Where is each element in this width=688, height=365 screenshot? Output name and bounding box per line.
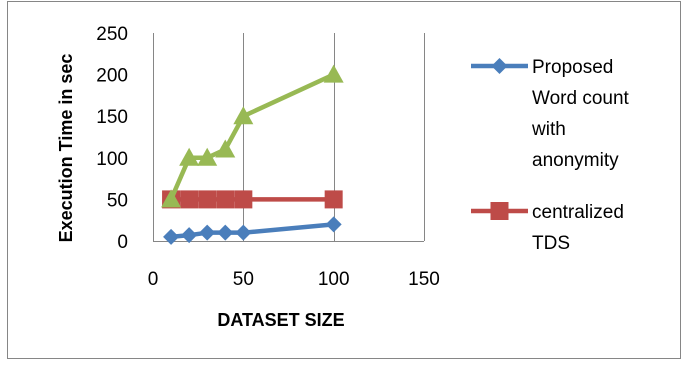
y-tick-labels: 0 50 100 150 200 250	[96, 24, 128, 253]
y-axis-title: Execution Time in sec	[56, 54, 76, 243]
y-tick-label: 0	[117, 232, 128, 253]
legend-diamond-marker	[491, 58, 508, 74]
triangle-marker	[233, 106, 254, 125]
triangle-marker	[197, 147, 218, 166]
diamond-marker	[199, 224, 216, 241]
x-tick-label: 0	[148, 269, 159, 290]
diamond-marker	[217, 224, 234, 241]
series-group	[161, 64, 344, 245]
diamond-marker	[325, 216, 342, 233]
legend-label-line: with	[531, 119, 566, 140]
legend-label-line: anonymity	[532, 150, 619, 171]
y-tick-label: 150	[96, 107, 128, 128]
y-tick-label: 100	[96, 149, 128, 170]
y-tick-label: 250	[96, 24, 128, 45]
series-2	[161, 64, 344, 208]
x-axis-title: DATASET SIZE	[217, 310, 344, 330]
x-tick-label: 50	[233, 269, 254, 290]
square-marker	[216, 190, 235, 209]
triangle-marker	[215, 139, 236, 158]
legend-label-line: centralized	[532, 202, 624, 223]
triangle-marker	[179, 147, 200, 166]
triangle-marker	[323, 64, 344, 83]
triangle-marker	[161, 189, 182, 208]
square-marker	[324, 190, 343, 209]
chart-frame	[7, 1, 681, 359]
legend-entry-0: Proposed Word count with anonymity	[471, 57, 630, 171]
x-tick-label: 100	[318, 269, 350, 290]
legend-square-marker	[490, 202, 509, 220]
legend-label-line: TDS	[532, 233, 570, 254]
diamond-marker	[163, 228, 180, 245]
diamond-marker	[235, 224, 252, 241]
square-marker	[234, 190, 253, 209]
series-0	[163, 216, 342, 245]
legend-label-line: Proposed	[532, 57, 613, 78]
legend-label-line: Word count	[532, 88, 630, 109]
gridlines	[153, 33, 425, 241]
x-tick-label: 150	[408, 269, 440, 290]
legend: Proposed Word count with anonymity centraliz…	[471, 57, 630, 254]
series-1	[162, 190, 343, 209]
x-tick-labels: 0 50 100 150	[148, 269, 440, 290]
diamond-marker	[181, 227, 198, 244]
legend-entry-1: centralized TDS	[471, 202, 624, 254]
y-tick-label: 200	[96, 66, 128, 87]
y-tick-label: 50	[107, 190, 128, 211]
square-marker	[180, 190, 199, 209]
series-line	[169, 72, 335, 201]
square-marker	[198, 190, 217, 209]
